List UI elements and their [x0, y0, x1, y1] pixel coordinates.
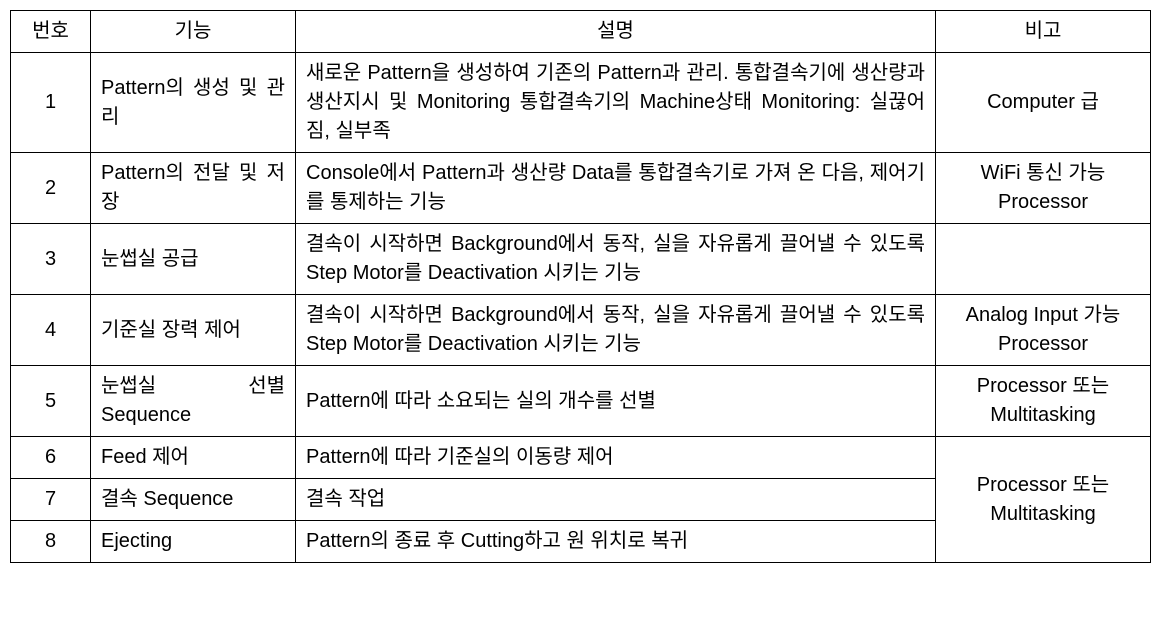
table-row: 1 Pattern의 생성 및 관리 새로운 Pattern을 생성하여 기존의… [11, 53, 1151, 153]
cell-note: Analog Input 가능 Processor [936, 295, 1151, 366]
cell-num: 1 [11, 53, 91, 153]
cell-func: 눈썹실 공급 [91, 224, 296, 295]
cell-num: 3 [11, 224, 91, 295]
cell-desc: 새로운 Pattern을 생성하여 기존의 Pattern과 관리. 통합결속기… [296, 53, 936, 153]
cell-func: 눈썹실 선별 Sequence [91, 366, 296, 437]
cell-num: 6 [11, 437, 91, 479]
col-header-note: 비고 [936, 11, 1151, 53]
cell-desc: 결속 작업 [296, 479, 936, 521]
cell-note: Computer 급 [936, 53, 1151, 153]
cell-func: Ejecting [91, 521, 296, 563]
cell-note: Processor 또는 Multitasking [936, 366, 1151, 437]
table-row: 4 기준실 장력 제어 결속이 시작하면 Background에서 동작, 실을… [11, 295, 1151, 366]
cell-desc: Pattern에 따라 소요되는 실의 개수를 선별 [296, 366, 936, 437]
cell-desc: 결속이 시작하면 Background에서 동작, 실을 자유롭게 끌어낼 수 … [296, 224, 936, 295]
cell-func: Pattern의 전달 및 저장 [91, 153, 296, 224]
cell-desc: 결속이 시작하면 Background에서 동작, 실을 자유롭게 끌어낼 수 … [296, 295, 936, 366]
col-header-num: 번호 [11, 11, 91, 53]
table-row: 6 Feed 제어 Pattern에 따라 기준실의 이동량 제어 Proces… [11, 437, 1151, 479]
cell-func: Feed 제어 [91, 437, 296, 479]
cell-num: 8 [11, 521, 91, 563]
table-row: 3 눈썹실 공급 결속이 시작하면 Background에서 동작, 실을 자유… [11, 224, 1151, 295]
col-header-func: 기능 [91, 11, 296, 53]
table-row: 5 눈썹실 선별 Sequence Pattern에 따라 소요되는 실의 개수… [11, 366, 1151, 437]
spec-table: 번호 기능 설명 비고 1 Pattern의 생성 및 관리 새로운 Patte… [10, 10, 1151, 563]
cell-num: 2 [11, 153, 91, 224]
cell-num: 5 [11, 366, 91, 437]
cell-desc: Console에서 Pattern과 생산량 Data를 통합결속기로 가져 온… [296, 153, 936, 224]
table-header-row: 번호 기능 설명 비고 [11, 11, 1151, 53]
cell-desc: Pattern의 종료 후 Cutting하고 원 위치로 복귀 [296, 521, 936, 563]
col-header-desc: 설명 [296, 11, 936, 53]
cell-desc: Pattern에 따라 기준실의 이동량 제어 [296, 437, 936, 479]
table-row: 2 Pattern의 전달 및 저장 Console에서 Pattern과 생산… [11, 153, 1151, 224]
cell-num: 7 [11, 479, 91, 521]
cell-func: 기준실 장력 제어 [91, 295, 296, 366]
cell-func: Pattern의 생성 및 관리 [91, 53, 296, 153]
cell-func: 결속 Sequence [91, 479, 296, 521]
cell-note [936, 224, 1151, 295]
cell-note-merged: Processor 또는 Multitasking [936, 437, 1151, 563]
cell-num: 4 [11, 295, 91, 366]
cell-note: WiFi 통신 가능 Processor [936, 153, 1151, 224]
